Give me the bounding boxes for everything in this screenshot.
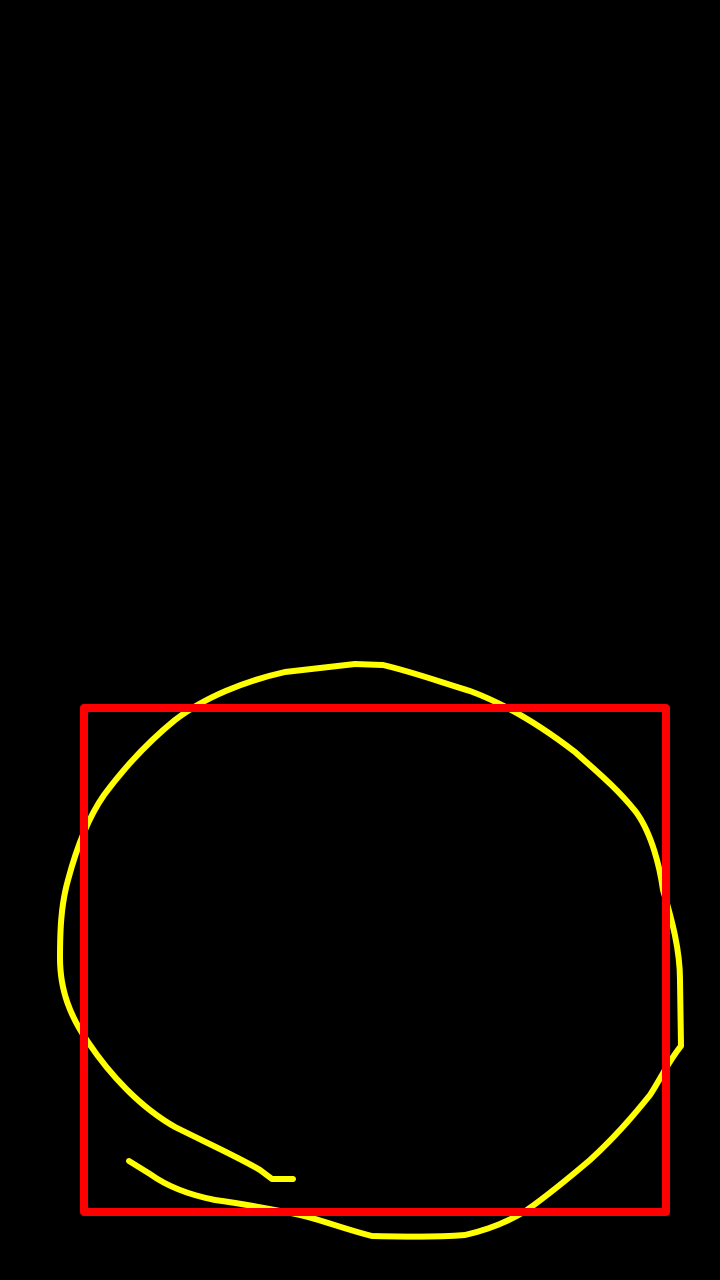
red-rectangle: [80, 704, 670, 1216]
yellow-freehand-stroke: [57, 661, 684, 1240]
